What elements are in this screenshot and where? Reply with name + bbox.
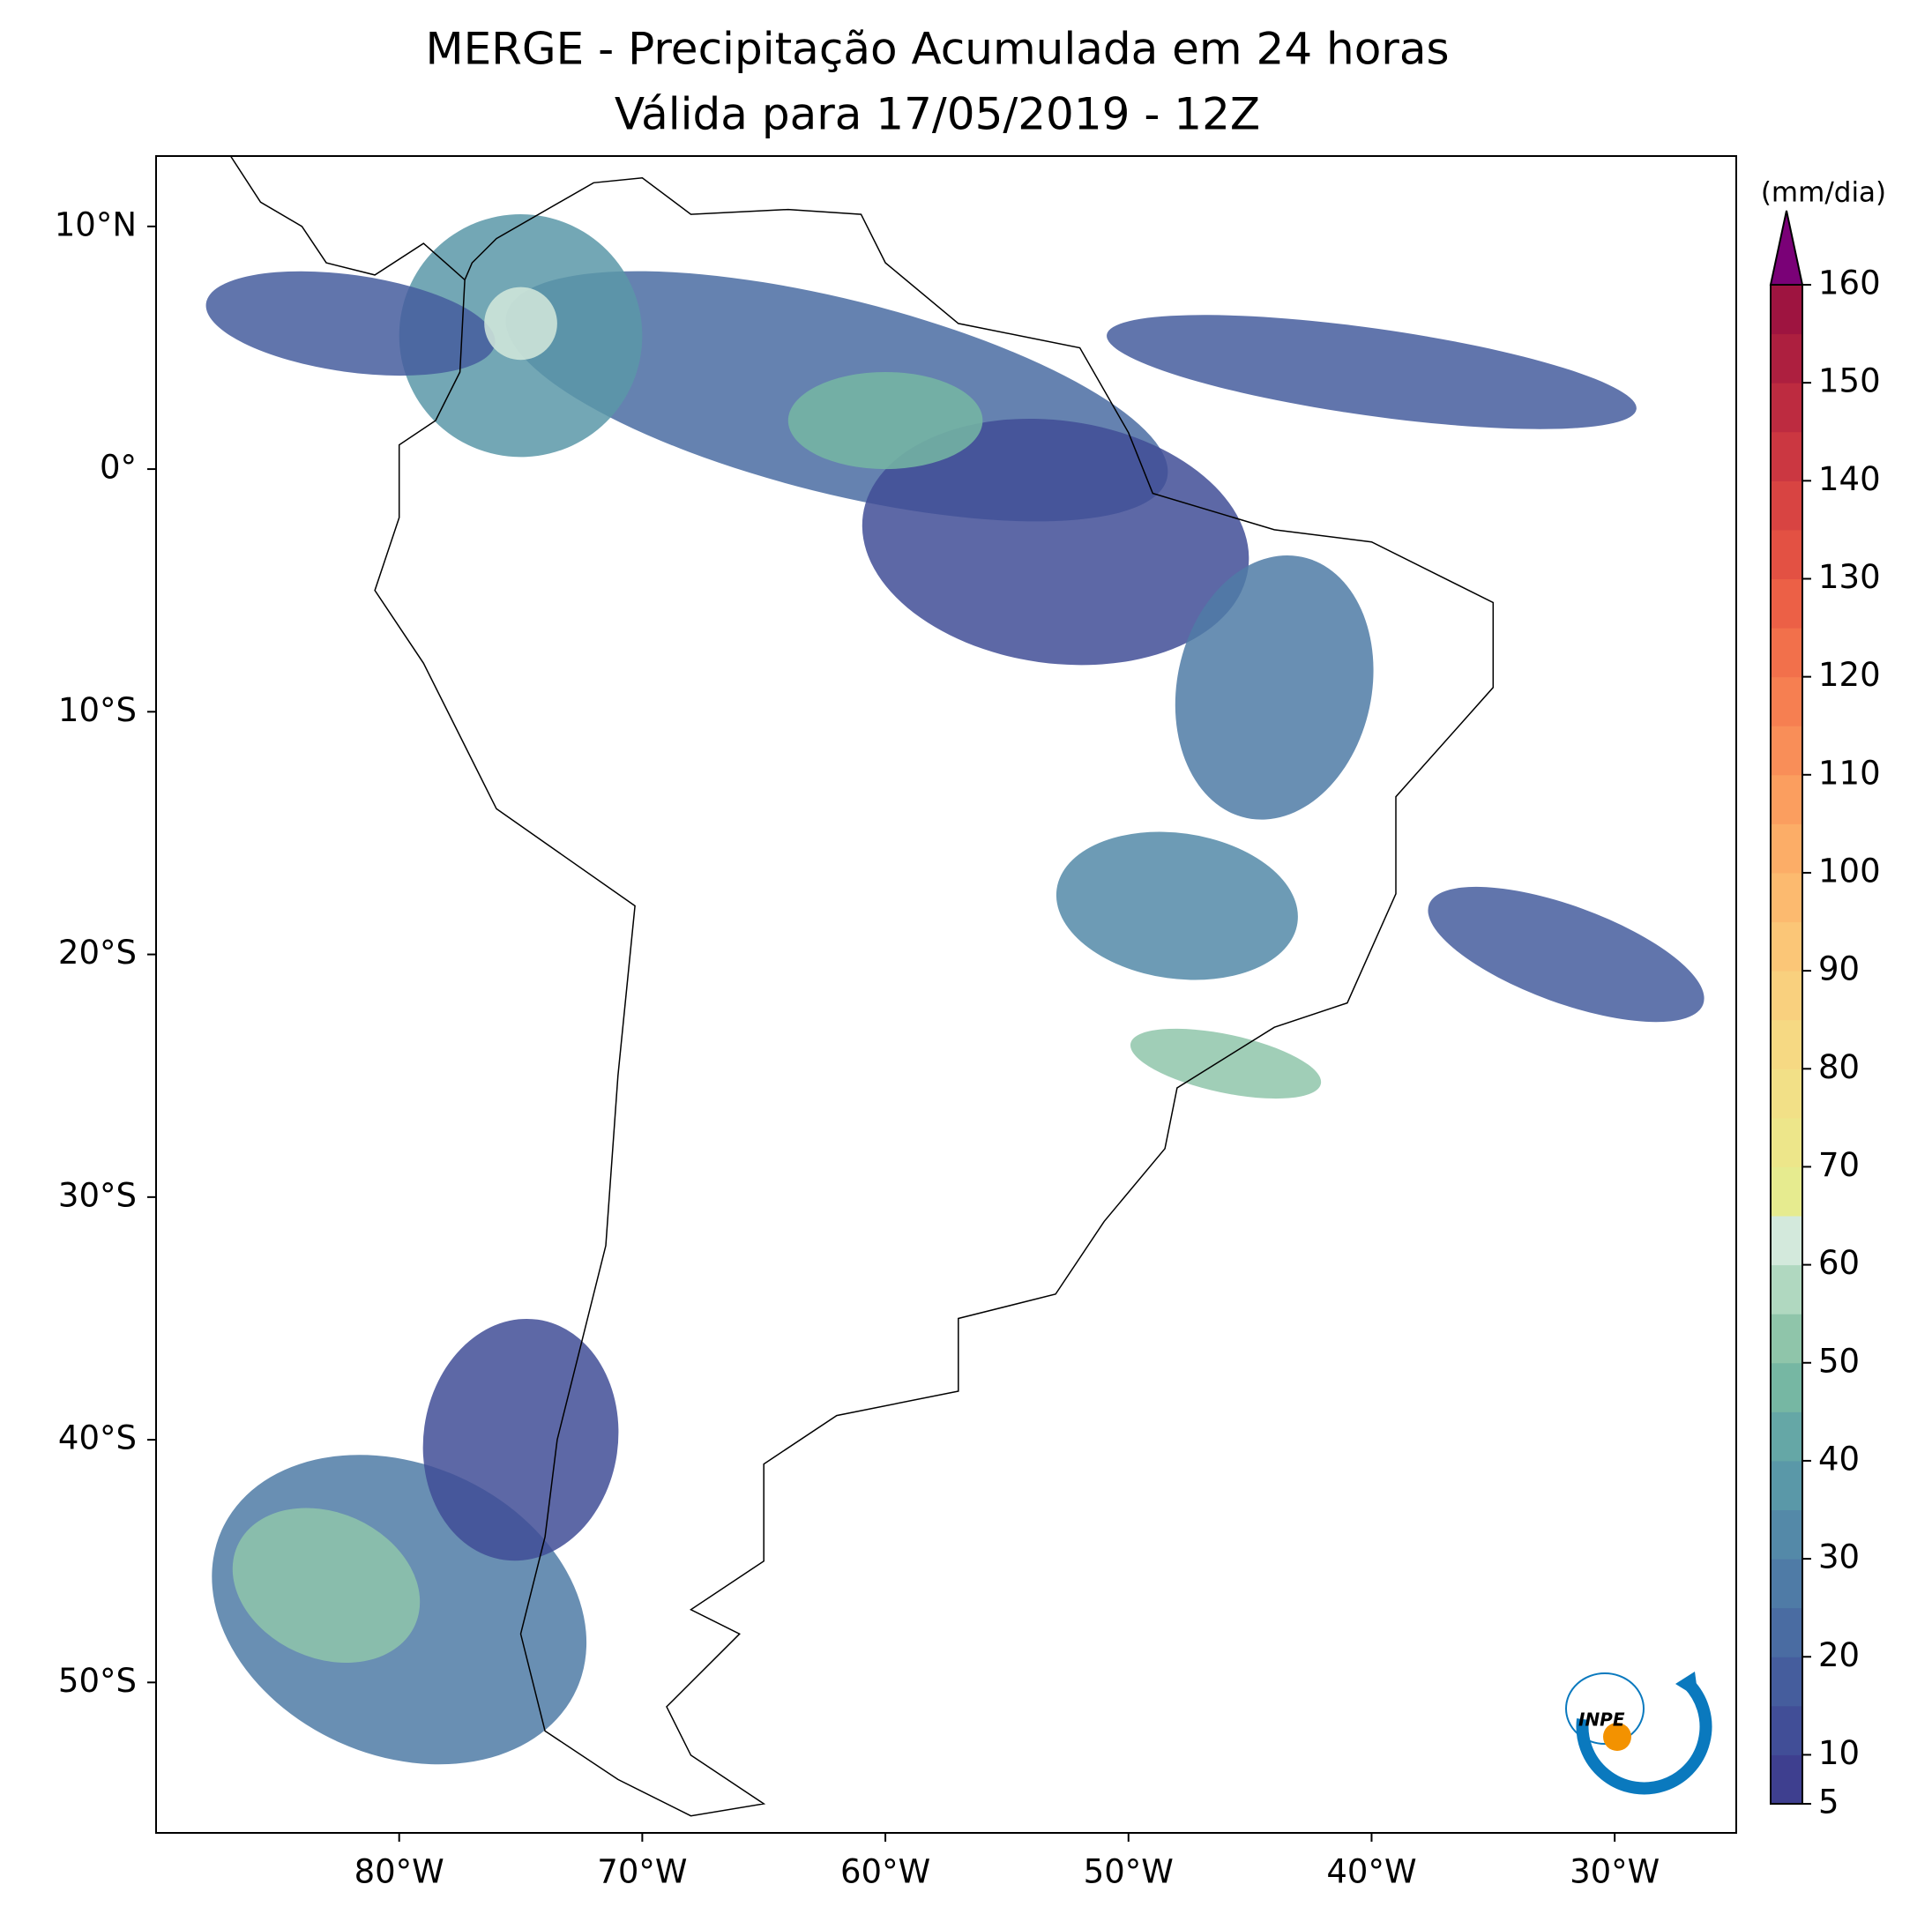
colorbar-band — [1771, 1362, 1802, 1412]
colorbar-band — [1771, 1559, 1802, 1609]
logo-arc — [1576, 1679, 1712, 1795]
precip-area — [1056, 831, 1298, 980]
colorbar-band — [1771, 1460, 1802, 1511]
colorbar-band — [1771, 823, 1802, 874]
colorbar-band — [1771, 431, 1802, 481]
logo-sun — [1603, 1723, 1631, 1751]
y-tick-label: 50°S — [58, 1662, 137, 1700]
coastline — [374, 177, 1495, 1817]
colorbar-tick-label: 30 — [1818, 1538, 1860, 1576]
y-tick-label: 30°S — [58, 1176, 137, 1214]
colorbar-band — [1771, 383, 1802, 433]
colorbar-tick-label: 130 — [1818, 558, 1881, 596]
colorbar-tick-label: 70 — [1818, 1146, 1860, 1184]
colorbar-tick-label: 90 — [1818, 950, 1860, 988]
logo-text: INPE — [1578, 1709, 1625, 1731]
colorbar-band — [1771, 333, 1802, 384]
x-tick-label: 70°W — [597, 1853, 687, 1891]
colorbar-frame — [1770, 284, 1803, 1805]
colorbar-tick-label: 10 — [1818, 1734, 1860, 1772]
map-title: MERGE - Precipitação Acumulada em 24 hor… — [425, 24, 1449, 75]
colorbar-band — [1771, 285, 1802, 335]
colorbar-band — [1771, 921, 1802, 972]
logo-arrow — [1675, 1672, 1698, 1698]
colorbar-tick-label: 100 — [1818, 852, 1881, 890]
coastline — [229, 156, 466, 280]
x-tick-label: 80°W — [354, 1853, 444, 1891]
colorbar-band — [1771, 578, 1802, 629]
colorbar-band — [1771, 1509, 1802, 1560]
precip-area — [484, 287, 557, 361]
precip-area — [1175, 555, 1374, 820]
colorbar-band — [1771, 1754, 1802, 1805]
map-subtitle: Válida para 17/05/2019 - 12Z — [615, 89, 1260, 140]
x-tick-label: 50°W — [1084, 1853, 1174, 1891]
colorbar-band — [1771, 872, 1802, 923]
precip-area — [1107, 315, 1637, 429]
precip-area — [232, 1508, 421, 1664]
colorbar-band — [1771, 628, 1802, 678]
precip-area — [862, 418, 1249, 666]
colorbar-tick-label: 160 — [1818, 264, 1881, 302]
colorbar-tick-label: 40 — [1818, 1440, 1860, 1478]
precip-area — [1130, 1028, 1322, 1099]
colorbar-band — [1771, 1264, 1802, 1314]
y-tick-label: 40°S — [58, 1419, 137, 1457]
map-area — [205, 156, 1704, 1817]
colorbar-tick-label: 60 — [1818, 1244, 1860, 1282]
x-tick-label: 30°W — [1570, 1853, 1660, 1891]
colorbar-tick-label: 120 — [1818, 656, 1881, 694]
colorbar-tick-label: 20 — [1818, 1636, 1860, 1674]
colorbar-tick-label: 110 — [1818, 754, 1881, 792]
colorbar-band — [1771, 1019, 1802, 1069]
precip-area — [1428, 886, 1704, 1023]
colorbar-band — [1771, 1411, 1802, 1462]
colorbar-band — [1771, 1069, 1802, 1119]
map-frame — [155, 155, 1737, 1834]
colorbar-band — [1771, 1705, 1802, 1755]
y-tick-label: 10°S — [58, 691, 137, 729]
y-tick-label: 0° — [100, 449, 137, 487]
colorbar-band — [1771, 774, 1802, 824]
y-tick-label: 10°N — [55, 205, 137, 243]
colorbar-extend — [1769, 210, 1804, 286]
precip-area — [787, 371, 983, 470]
colorbar-tick-label: 150 — [1818, 362, 1881, 400]
colorbar-tick-label: 140 — [1818, 460, 1881, 498]
colorbar-tick-label: 80 — [1818, 1048, 1860, 1086]
precip-area — [422, 1318, 619, 1561]
colorbar-band — [1771, 1117, 1802, 1167]
x-tick-label: 40°W — [1326, 1853, 1416, 1891]
colorbar-tick-label: 50 — [1818, 1342, 1860, 1380]
y-tick-label: 20°S — [58, 934, 137, 972]
logo: INPE — [1565, 1672, 1712, 1795]
colorbar-band — [1771, 1657, 1802, 1707]
colorbar-band — [1771, 1607, 1802, 1657]
colorbar-band — [1771, 529, 1802, 579]
colorbar-band — [1771, 676, 1802, 726]
precip-area — [205, 271, 496, 376]
colorbar-band — [1771, 971, 1802, 1021]
colorbar-band — [1771, 1166, 1802, 1217]
colorbar-band — [1771, 1314, 1802, 1364]
colorbar-label: (mm/dia) — [1761, 177, 1886, 209]
colorbar-band — [1771, 1216, 1802, 1266]
colorbar-band — [1771, 726, 1802, 776]
x-tick-label: 60°W — [840, 1853, 930, 1891]
colorbar-band — [1771, 480, 1802, 531]
logo-orbit — [1565, 1672, 1645, 1745]
colorbar-tick-label: 5 — [1818, 1784, 1839, 1821]
